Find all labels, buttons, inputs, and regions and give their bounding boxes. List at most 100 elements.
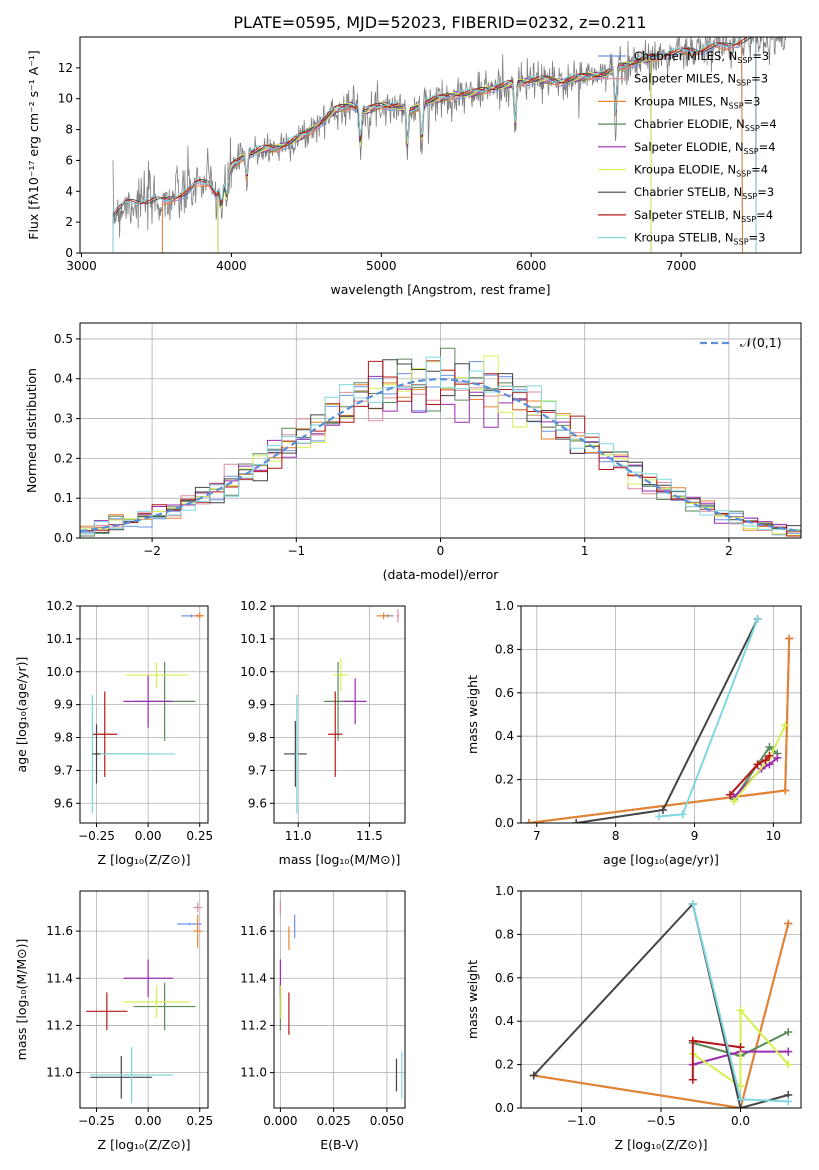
y-tick-label: 1.0	[495, 884, 514, 898]
y-tick-label: 8	[65, 123, 73, 137]
y-tick-label: 9.7	[248, 763, 267, 777]
weight-marker-kroupa-miles	[784, 919, 793, 928]
weight-marker-kroupa-stelib	[688, 900, 697, 909]
y-tick-label: 0.6	[495, 686, 514, 700]
errorbar-point-salpeter-elodie	[123, 959, 173, 998]
y-tick-label: 0.3	[54, 412, 73, 426]
model-line-chabrier-elodie	[217, 59, 652, 253]
errorbar-point-salpeter-stelib	[86, 992, 128, 1031]
y-tick-label: 11.4	[46, 971, 73, 985]
weight-marker-salpeter-elodie	[773, 753, 782, 762]
weight-marker-kroupa-elodie	[736, 1006, 745, 1015]
model-line-kroupa-miles	[161, 39, 743, 253]
weight-marker-kroupa-stelib	[753, 615, 762, 624]
y-tick-label: 4	[65, 184, 73, 198]
errorbar-point-kroupa-stelib	[295, 694, 299, 814]
y-tick-label: 0.4	[495, 1014, 514, 1028]
weight-marker-salpeter-stelib	[688, 1036, 697, 1045]
y-tick-label: 0.0	[495, 1101, 514, 1115]
y-tick-label: 11.4	[240, 971, 267, 985]
y-tick-label: 9.8	[248, 731, 267, 745]
x-axis-label: Z [log₁₀(Z/Z⊙)]	[98, 852, 191, 867]
legend-label-chabrier-elodie: Chabrier ELODIE, NSSP=4	[634, 117, 777, 133]
x-tick-label: 4000	[216, 259, 247, 273]
x-tick-label: 5000	[366, 259, 397, 273]
errorbar-point-salpeter-miles	[396, 609, 400, 623]
errorbar-point-chabrier-elodie	[133, 982, 196, 1031]
weight-marker-kroupa-elodie	[781, 721, 790, 730]
y-axis-label: Flux [fλ10⁻¹⁷ erg cm⁻² s⁻¹ A⁻¹]	[26, 50, 41, 239]
y-tick-label: 10.2	[240, 599, 267, 613]
weight-marker-chabrier-stelib	[658, 805, 667, 814]
x-tick-label: 7	[533, 829, 541, 843]
y-tick-label: 10.1	[46, 632, 73, 646]
axes-frame	[79, 36, 802, 254]
y-tick-label: 11.2	[46, 1018, 73, 1032]
legend-label-kroupa-elodie: Kroupa ELODIE, NSSP=4	[634, 163, 768, 179]
y-axis-label: mass weight	[465, 960, 480, 1039]
residual-histogram-kroupa-stelib	[80, 356, 801, 535]
y-tick-label: 9.9	[54, 698, 73, 712]
axes-frame	[273, 605, 406, 824]
weight-marker-salpeter-stelib	[765, 751, 774, 760]
x-tick-label: 0.25	[186, 1114, 213, 1128]
legend-label-chabrier-miles: Chabrier MILES, NSSP=3	[634, 49, 769, 65]
weight-marker-kroupa-miles	[781, 786, 790, 795]
errorbar-point-salpeter-stelib	[92, 691, 118, 777]
spectrum-lines	[112, 37, 787, 253]
weight-marker-chabrier-stelib	[736, 1104, 745, 1108]
x-tick-label: 0.025	[316, 1114, 350, 1128]
x-tick-label: 0.25	[186, 829, 213, 843]
y-tick-label: 11.6	[46, 924, 73, 938]
y-axis-label: mass [log₁₀(M/M⊙)]	[14, 939, 29, 1061]
y-tick-label: 10.1	[240, 632, 267, 646]
weight-marker-kroupa-stelib	[655, 812, 664, 821]
x-tick-label: 10	[766, 829, 781, 843]
x-tick-label: −0.5	[646, 1114, 675, 1128]
weight-marker-salpeter-stelib	[753, 760, 762, 769]
model-line-salpeter-elodie	[217, 59, 652, 253]
y-tick-label: 9.6	[54, 796, 73, 810]
x-tick-label: 7000	[666, 259, 697, 273]
age-weight-panel: 7 8 9 10 0.0 0.2 0.4 0.6 0.8 1.0 age [log₁₀(age/yr…	[465, 599, 802, 867]
x-axis-label: mass [log₁₀(M/M⊙)]	[279, 852, 401, 867]
x-axis-label: Z [log₁₀(Z/Z⊙)]	[615, 1137, 708, 1152]
errorbar-point-kroupa-elodie	[333, 658, 349, 692]
x-tick-label: 0.0	[731, 1114, 750, 1128]
model-line-kroupa-stelib	[112, 37, 757, 253]
y-tick-label: 10.0	[240, 665, 267, 679]
legend-label-chabrier-stelib: Chabrier STELIB, NSSP=3	[634, 185, 774, 201]
plots-layer: 3000 4000 5000 6000 7000024681012wavelength …	[14, 36, 802, 1152]
x-tick-label: −1	[287, 544, 305, 558]
errorbar-point-salpeter-miles	[193, 902, 202, 913]
axes-frame	[79, 605, 209, 824]
observed-spectrum	[112, 37, 787, 238]
y-tick-label: 9.6	[248, 796, 267, 810]
y-tick-label: 12	[58, 61, 73, 75]
y-tick-label: 0.5	[54, 332, 73, 346]
y-tick-label: 0.2	[495, 773, 514, 787]
x-axis-label: E(B-V)	[320, 1137, 359, 1152]
axes-frame	[273, 890, 406, 1109]
legend-label-salpeter-elodie: Salpeter ELODIE, NSSP=4	[634, 140, 776, 156]
weight-line-kroupa-miles	[533, 923, 790, 1108]
axes-frame	[79, 890, 209, 1109]
weight-marker-kroupa-miles	[524, 819, 533, 823]
y-tick-label: 0	[65, 246, 73, 260]
weight-marker-kroupa-stelib	[736, 1095, 745, 1104]
mass-age-panel: 11.0 11.5 9.6 9.7 9.8 9.9 10.0 10.1 10.2 mass [lo…	[240, 599, 406, 867]
y-tick-label: 10.2	[46, 599, 73, 613]
ebv-mass-panel: 0.000 0.025 0.050 11.0 11.2 11.4 11.6 E(B-V)	[240, 890, 406, 1152]
errorbar-point-salpeter-stelib	[328, 691, 343, 777]
y-axis-label: Normed distribution	[24, 368, 39, 493]
legend-label-normal: 𝒩(0,1)	[740, 335, 782, 350]
weight-marker-salpeter-stelib	[726, 790, 735, 799]
x-axis-label: Z [log₁₀(Z/Z⊙)]	[98, 1137, 191, 1152]
errorbar-point-kroupa-elodie	[123, 985, 190, 1019]
y-tick-label: 0.8	[495, 642, 514, 656]
x-tick-label: 8	[612, 829, 620, 843]
legend-label-salpeter-stelib: Salpeter STELIB, NSSP=4	[634, 208, 773, 224]
axes-frame	[520, 605, 802, 824]
y-tick-label: 1.0	[495, 599, 514, 613]
